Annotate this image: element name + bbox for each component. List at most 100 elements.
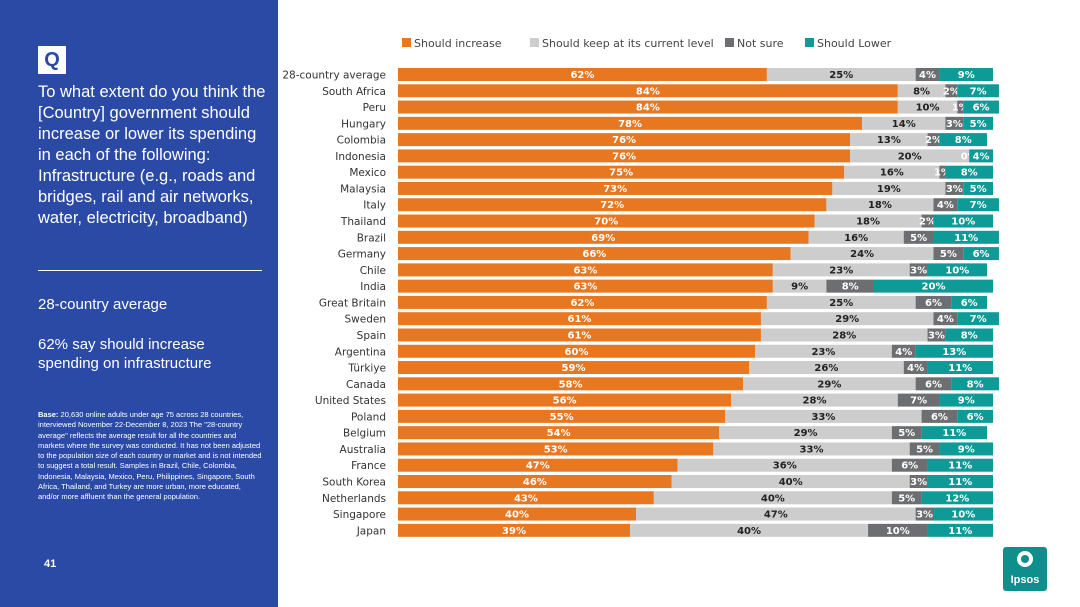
data-label: 70%: [594, 217, 618, 228]
bar-segment: [927, 458, 993, 472]
data-label: 8%: [842, 282, 859, 293]
data-label: 84%: [636, 103, 660, 114]
data-label: 1%: [952, 103, 969, 114]
bar-segment: [933, 507, 993, 521]
bar-segment: [862, 116, 946, 130]
category-label: 28-country average: [282, 70, 386, 82]
bar-segment: [963, 100, 999, 114]
bar-segment: [927, 523, 993, 537]
bar-segment: [850, 133, 928, 147]
bar-segment: [909, 263, 928, 277]
category-label: Malaysia: [340, 183, 386, 195]
bar-segment: [790, 247, 934, 261]
bar-segment: [945, 165, 993, 179]
legend-swatch-1: [530, 38, 539, 47]
stacked-bar-chart: Should increase Should keep at its curren…: [282, 37, 999, 537]
q-badge: Q: [38, 46, 66, 74]
data-label: 6%: [925, 298, 942, 309]
bar-segment: [398, 458, 678, 472]
bar-segment: [398, 230, 809, 244]
bar-segment: [915, 295, 952, 309]
category-label: Australia: [340, 444, 386, 456]
data-label: 73%: [603, 184, 627, 195]
bar-segment: [891, 491, 922, 505]
category-label: France: [351, 460, 386, 472]
bar-segment: [868, 523, 928, 537]
data-label: 9%: [791, 282, 808, 293]
data-label: 58%: [559, 379, 583, 390]
bar-segment: [897, 393, 940, 407]
data-label: 61%: [568, 314, 592, 325]
data-label: 11%: [954, 233, 978, 244]
data-label: 2%: [925, 135, 942, 146]
bar-segment: [939, 133, 988, 147]
bar-segment: [933, 230, 999, 244]
data-label: 5%: [970, 119, 987, 130]
data-label: 23%: [829, 265, 853, 276]
legend-swatch-2: [725, 38, 734, 47]
data-label: 47%: [764, 510, 788, 521]
bar-segment: [945, 84, 958, 98]
bar-segment: [927, 475, 993, 488]
category-label: Japan: [356, 525, 386, 537]
category-label: Spain: [357, 330, 386, 342]
bar-segment: [921, 214, 934, 228]
category-label: Singapore: [333, 509, 386, 521]
bar-segment: [927, 361, 993, 375]
bar-segment: [713, 442, 910, 456]
bar-segment: [398, 344, 755, 358]
bar-segment: [398, 409, 726, 423]
bar-segment: [808, 230, 904, 244]
data-label: 23%: [811, 347, 835, 358]
ipsos-logo: Ipsos: [1003, 547, 1047, 591]
bar-segment: [760, 312, 934, 326]
data-label: 7%: [970, 86, 987, 97]
bar-segment: [630, 523, 869, 537]
data-label: 29%: [794, 428, 818, 439]
divider: [38, 270, 262, 271]
legend-label-0: Should increase: [414, 37, 502, 50]
category-label: Thailand: [340, 216, 386, 228]
base-label: Base:: [38, 410, 59, 419]
data-label: 59%: [562, 363, 586, 374]
logo-text: Ipsos: [1010, 574, 1040, 586]
bar-segment: [398, 426, 720, 440]
bar-segment: [915, 68, 940, 81]
bar-segment: [398, 295, 767, 309]
bar-segment: [909, 475, 928, 488]
bar-segment: [945, 116, 964, 130]
data-label: 62%: [570, 298, 594, 309]
bar-segment: [957, 198, 999, 212]
bar-segment: [814, 214, 922, 228]
data-label: 18%: [868, 200, 892, 211]
category-label: Germany: [338, 249, 386, 261]
data-label: 25%: [829, 70, 853, 81]
bar-segment: [398, 198, 827, 212]
data-label: 8%: [961, 168, 978, 179]
data-label: 4%: [907, 363, 924, 374]
data-label: 2%: [943, 86, 960, 97]
bar-segment: [951, 295, 988, 309]
data-label: 63%: [573, 282, 597, 293]
bar-segment: [939, 442, 993, 456]
sidebar: Q To what extent do you think the [Count…: [0, 0, 278, 607]
bar-segment: [933, 198, 958, 212]
data-label: 8%: [961, 330, 978, 341]
data-label: 10%: [886, 526, 910, 537]
average-text: 62% say should increase spending on infr…: [38, 336, 212, 372]
category-label: Belgium: [343, 428, 386, 440]
data-label: 29%: [817, 379, 841, 390]
bar-segment: [874, 279, 993, 293]
bar-segment: [927, 133, 940, 147]
logo-mark-icon: [1017, 551, 1033, 567]
bar-segment: [903, 230, 934, 244]
bar-segment: [731, 393, 898, 407]
category-label: Argentina: [335, 346, 386, 358]
data-label: 5%: [916, 444, 933, 455]
bar-segment: [951, 377, 999, 391]
bar-segment: [398, 68, 767, 81]
bar-segment: [897, 100, 958, 114]
data-label: 19%: [877, 184, 901, 195]
data-label: 16%: [844, 233, 868, 244]
data-label: 20%: [922, 282, 946, 293]
